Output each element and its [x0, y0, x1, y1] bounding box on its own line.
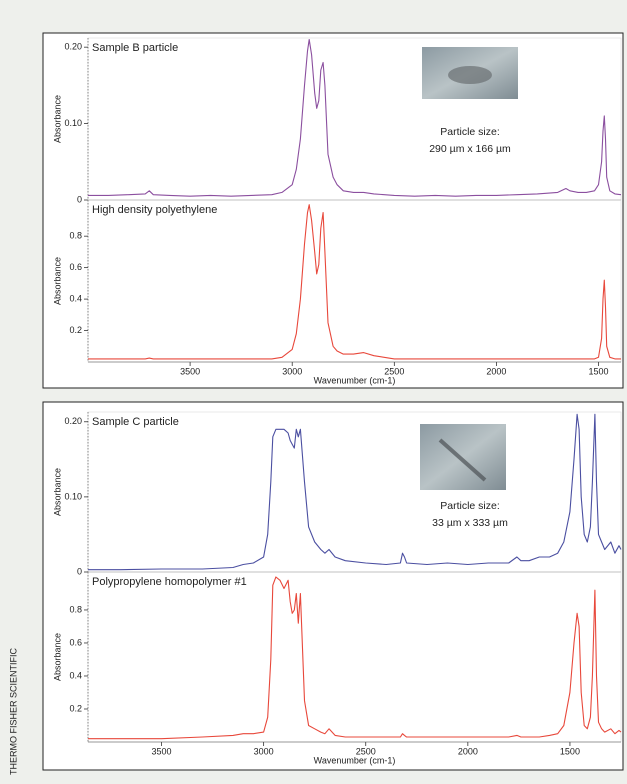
spectrum-line: [88, 38, 622, 197]
x-tick-label: 2500: [356, 746, 376, 756]
chart-title: Sample B particle: [92, 42, 178, 54]
x-axis-label: Wavenumber (cm-1): [314, 375, 396, 385]
y-tick-label: 0.4: [69, 293, 82, 303]
annotation: Particle size:: [440, 500, 500, 512]
x-tick-label: 3500: [152, 746, 172, 756]
y-tick-label: 0.6: [69, 637, 82, 647]
x-tick-label: 1500: [589, 366, 609, 376]
chart-title: High density polyethylene: [92, 204, 217, 216]
x-tick-label: 3000: [282, 366, 302, 376]
spectrum-line: [88, 204, 621, 360]
spectrum-line: [88, 576, 622, 740]
y-tick-label: 0.2: [69, 325, 82, 335]
panel: [42, 401, 624, 771]
y-tick-label: 0: [77, 566, 82, 576]
panel: [42, 32, 624, 389]
annotation: Particle size:: [440, 126, 500, 138]
x-tick-label: 2000: [486, 366, 506, 376]
y-axis-label: Absorbance: [52, 257, 62, 305]
chart-title: Polypropylene homopolymer #1: [92, 576, 247, 588]
spectrum-line: [88, 413, 622, 571]
y-tick-label: 0.20: [64, 42, 82, 52]
x-tick-label: 3000: [254, 746, 274, 756]
annotation: 290 µm x 166 µm: [429, 143, 511, 155]
y-tick-label: 0.2: [69, 703, 82, 713]
x-axis-label: Wavenumber (cm-1): [314, 755, 396, 765]
x-tick-label: 2000: [458, 746, 478, 756]
y-tick-label: 0.20: [64, 416, 82, 426]
credit: THERMO FISHER SCIENTIFIC: [8, 647, 18, 775]
x-tick-label: 1500: [560, 746, 580, 756]
y-tick-label: 0.6: [69, 262, 82, 272]
y-tick-label: 0.8: [69, 604, 82, 614]
y-axis-label: Absorbance: [52, 95, 62, 143]
x-tick-label: 2500: [384, 366, 404, 376]
y-tick-label: 0.10: [64, 118, 82, 128]
y-tick-label: 0.10: [64, 491, 82, 501]
chart-title: Sample C particle: [92, 416, 179, 428]
y-axis-label: Absorbance: [52, 468, 62, 516]
annotation: 33 µm x 333 µm: [432, 517, 508, 529]
x-tick-label: 3500: [180, 366, 200, 376]
particle-photo: [422, 47, 518, 99]
particle-photo: [420, 424, 506, 490]
y-tick-label: 0.4: [69, 670, 82, 680]
y-tick-label: 0: [77, 194, 82, 204]
y-tick-label: 0.8: [69, 231, 82, 241]
y-axis-label: Absorbance: [52, 633, 62, 681]
